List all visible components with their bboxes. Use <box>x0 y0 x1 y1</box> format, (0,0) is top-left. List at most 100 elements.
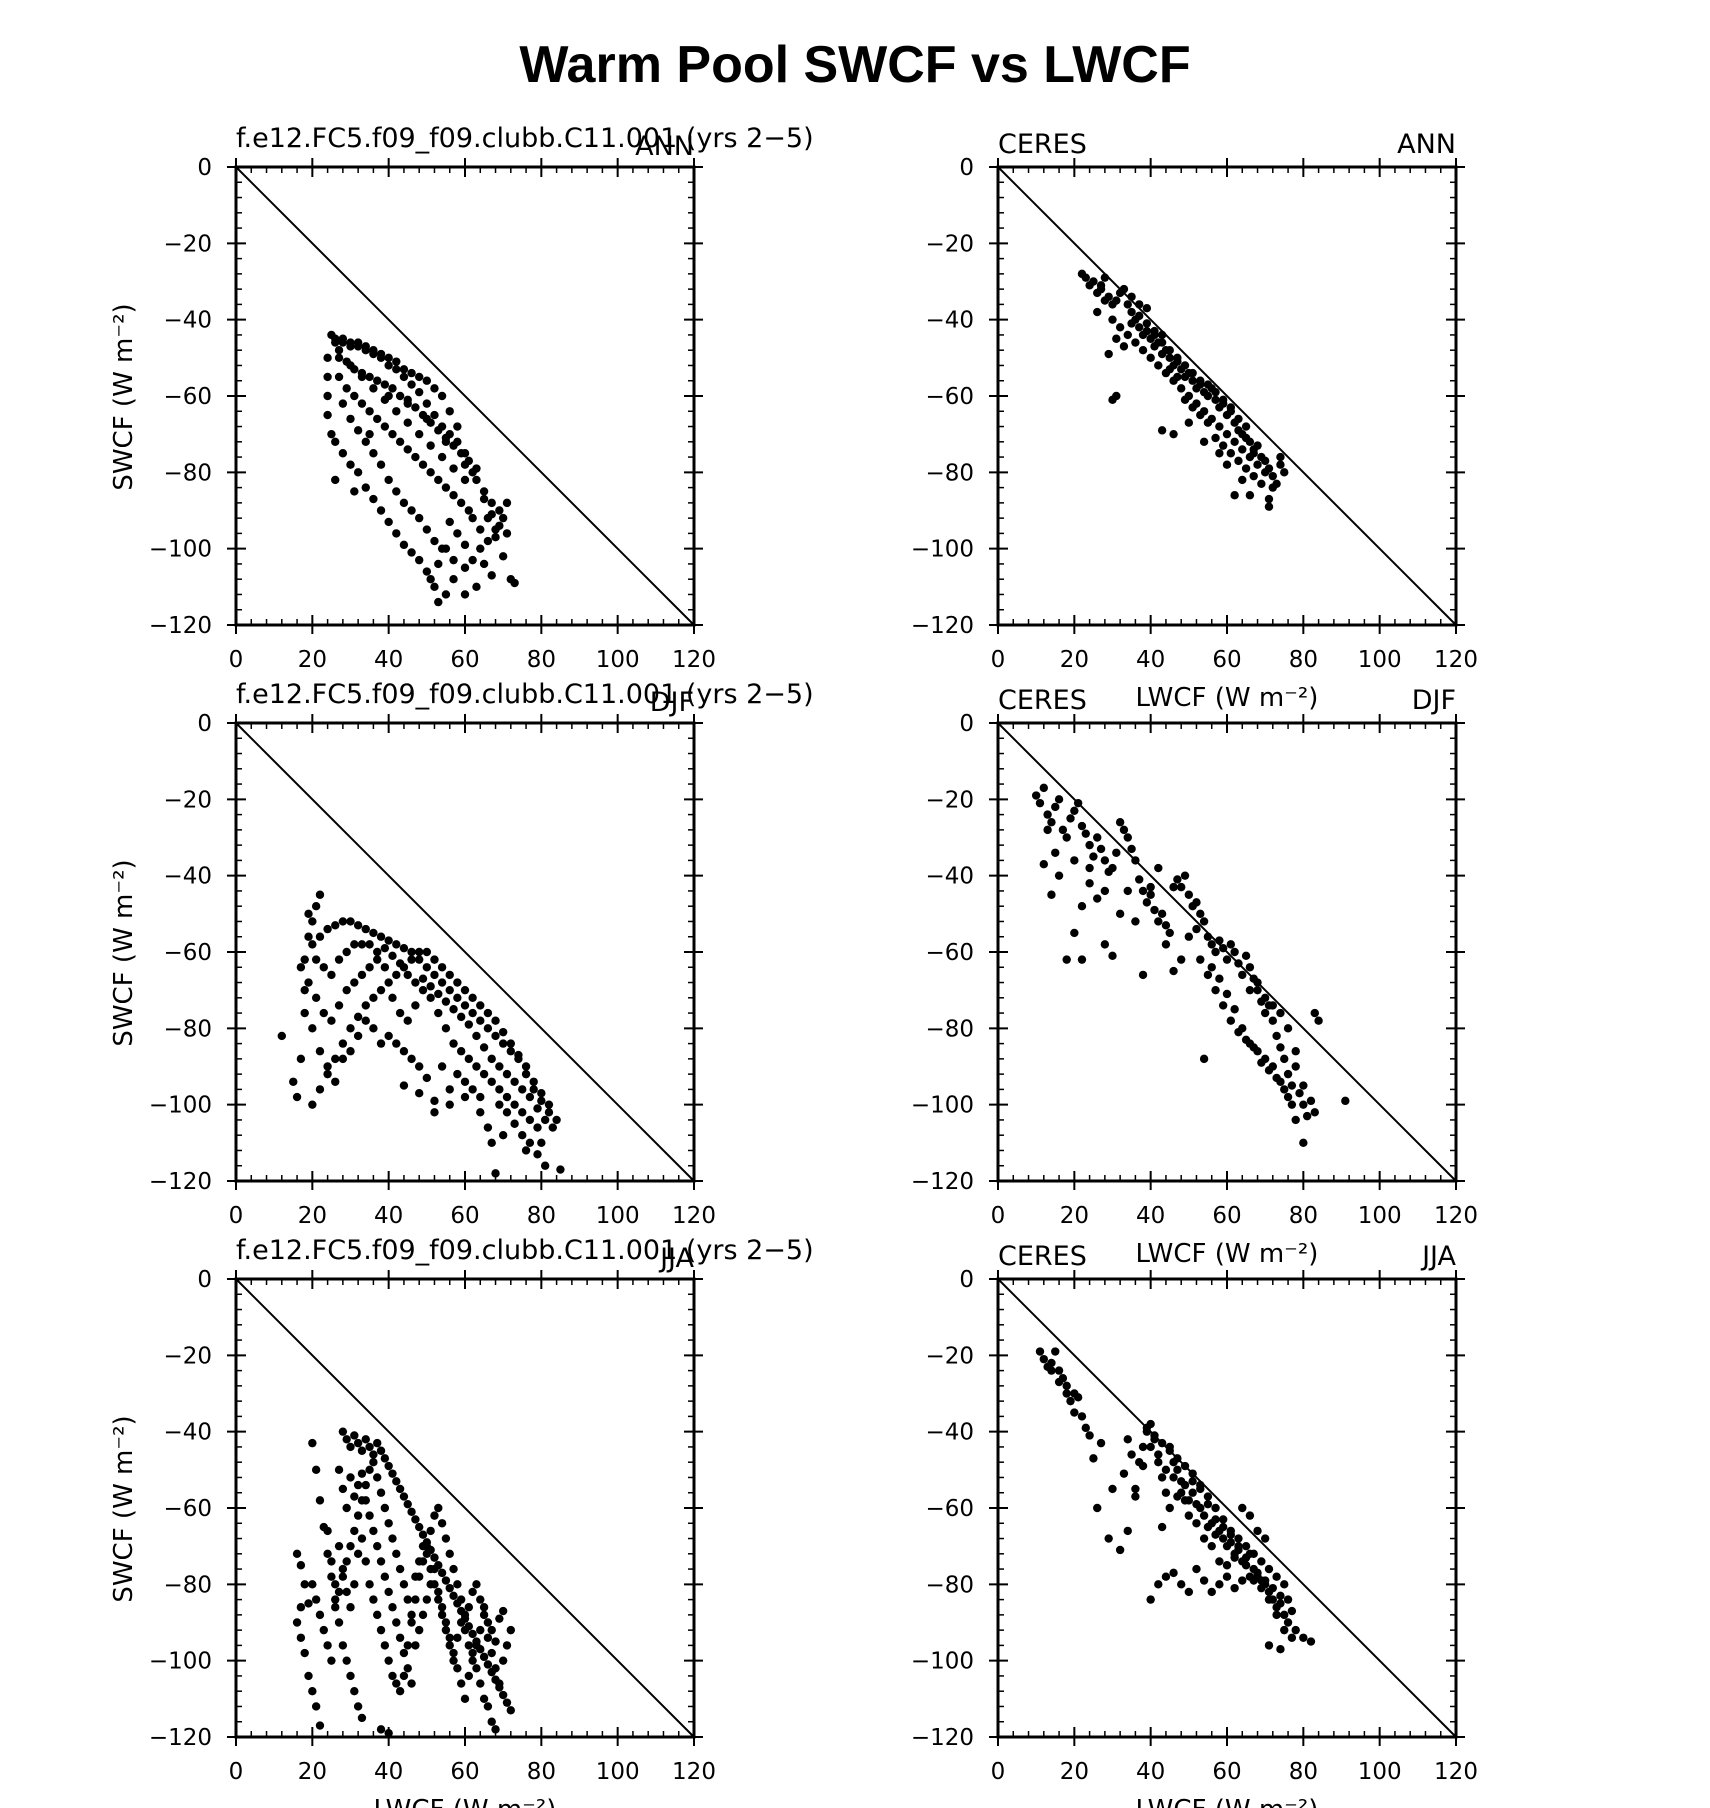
data-point <box>338 917 348 926</box>
data-point <box>399 1580 409 1589</box>
data-point <box>441 483 451 492</box>
data-point <box>399 365 409 374</box>
data-point <box>1150 905 1159 915</box>
data-point <box>407 1610 416 1620</box>
data-point <box>1180 361 1190 370</box>
data-point <box>533 1104 542 1113</box>
data-point <box>479 1069 489 1079</box>
data-point <box>422 376 432 385</box>
data-point <box>502 1069 512 1079</box>
data-point <box>338 1564 348 1574</box>
panel-left-label: CERES <box>998 1241 1087 1272</box>
data-point <box>1135 311 1144 321</box>
data-point <box>369 1458 378 1467</box>
data-point <box>1150 1431 1159 1440</box>
data-point <box>1177 1488 1186 1497</box>
data-point <box>1203 932 1213 941</box>
data-point <box>411 978 420 987</box>
data-point <box>491 1016 500 1025</box>
y-tick-label: −100 <box>149 537 212 563</box>
data-point <box>296 1633 306 1642</box>
data-point <box>1184 1496 1194 1505</box>
data-point <box>388 1469 397 1478</box>
data-point <box>1157 1522 1167 1532</box>
data-point <box>357 940 367 949</box>
data-point <box>468 1085 477 1094</box>
y-axis-label: SWCF (W m⁻²) <box>109 303 139 490</box>
data-point <box>445 1549 454 1559</box>
data-point <box>415 429 424 439</box>
y-tick-label: −40 <box>925 308 974 334</box>
data-point <box>430 410 439 420</box>
data-point <box>1203 391 1213 401</box>
data-point <box>407 947 416 957</box>
data-point <box>392 1039 401 1048</box>
data-point <box>453 1633 462 1642</box>
data-point <box>1104 349 1113 359</box>
data-point <box>399 1492 409 1501</box>
data-point <box>1222 955 1232 964</box>
data-point <box>1257 1058 1266 1067</box>
x-tick-label: 80 <box>1289 1759 1318 1785</box>
data-point <box>449 555 458 565</box>
data-point <box>441 544 451 553</box>
data-point <box>342 1656 351 1665</box>
data-point <box>308 940 317 949</box>
data-point <box>472 1580 481 1589</box>
data-point <box>304 978 313 987</box>
data-point <box>407 1679 416 1688</box>
data-point <box>434 1587 443 1597</box>
y-tick-label: −20 <box>163 231 212 257</box>
data-point <box>1245 963 1255 972</box>
panel-right-label: ANN <box>1397 129 1456 160</box>
data-point <box>357 368 367 378</box>
data-point <box>392 940 401 949</box>
data-point <box>1093 894 1102 903</box>
scatter-panel-model-ann: f.e12.FC5.f09_f09.clubb.C11.001 (yrs 2−5… <box>109 123 814 673</box>
data-point <box>388 1603 397 1612</box>
data-point <box>369 1526 378 1536</box>
data-point <box>399 1648 409 1658</box>
data-point <box>1203 1492 1213 1501</box>
data-point <box>1280 1085 1289 1094</box>
data-point <box>1070 806 1079 815</box>
data-point <box>395 1687 405 1696</box>
data-point <box>453 529 462 538</box>
data-point <box>464 1641 474 1650</box>
data-point <box>365 963 374 972</box>
data-point <box>1112 334 1121 343</box>
data-point <box>1073 1393 1083 1402</box>
data-point <box>456 1012 466 1022</box>
data-point <box>411 1001 420 1010</box>
data-point <box>430 1553 439 1562</box>
x-tick-label: 0 <box>229 647 244 673</box>
data-point <box>1142 304 1152 313</box>
data-point <box>1272 1572 1281 1581</box>
data-point <box>1253 441 1262 450</box>
data-point <box>453 422 462 431</box>
data-point <box>1138 1442 1148 1452</box>
data-point <box>1222 1572 1232 1581</box>
data-point <box>399 498 409 508</box>
data-point <box>338 449 348 458</box>
data-point <box>422 1595 432 1604</box>
data-point <box>1264 1641 1274 1650</box>
data-point <box>353 468 363 477</box>
data-point <box>376 1557 386 1566</box>
data-point <box>1127 319 1136 328</box>
data-point <box>460 1092 470 1102</box>
data-point <box>1268 483 1278 492</box>
data-point <box>487 498 496 508</box>
data-point <box>453 1580 462 1589</box>
data-point <box>1199 1534 1209 1543</box>
data-point <box>1146 882 1155 892</box>
data-point <box>392 365 401 374</box>
data-point <box>453 1664 462 1673</box>
data-point <box>403 1016 412 1025</box>
data-point <box>456 1679 466 1688</box>
data-point <box>357 970 367 980</box>
data-point <box>1173 1454 1182 1463</box>
x-tick-label: 40 <box>374 1759 403 1785</box>
data-point <box>346 1473 355 1482</box>
data-point <box>1241 1035 1251 1044</box>
